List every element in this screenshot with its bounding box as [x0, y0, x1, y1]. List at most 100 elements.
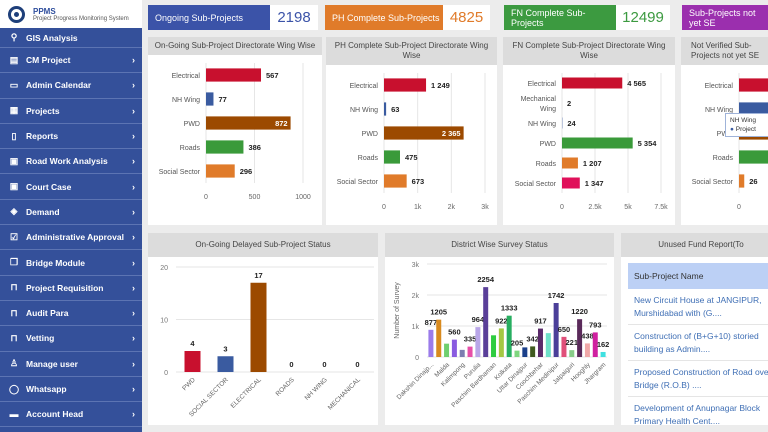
- data-label: 2 365: [442, 129, 461, 138]
- sidebar-item-whatsapp[interactable]: ◯ Whatsapp ›: [0, 377, 142, 403]
- bar: [562, 137, 633, 149]
- sidebar-item-label: Admin Calendar: [26, 80, 92, 91]
- bar: [600, 351, 606, 357]
- fund-row-link[interactable]: Proposed Construction of Road over Bridg…: [628, 361, 768, 397]
- sidebar-item-project-requisition[interactable]: ⊓ Project Requisition ›: [0, 276, 142, 301]
- bookmark-icon: ⊓: [10, 332, 18, 343]
- data-label: 335: [464, 335, 477, 344]
- data-label: 342: [526, 334, 539, 343]
- bar: [537, 328, 543, 357]
- sidebar-item-demand[interactable]: ◈ Demand ›: [0, 200, 142, 226]
- data-label: 560: [448, 328, 461, 337]
- category-label: Electrical: [705, 83, 734, 90]
- stat-card-1[interactable]: PH Complete Sub-Projects 4825: [325, 5, 490, 30]
- bar: [530, 346, 536, 357]
- x-tick-label: NH WING: [304, 376, 329, 401]
- category-label: Social Sector: [692, 179, 734, 186]
- data-label: 1333: [501, 304, 518, 313]
- fund-row-link[interactable]: Development of Anupnagar Block Primary H…: [628, 397, 768, 425]
- x-tick-label: 0: [382, 204, 386, 211]
- sidebar-item-manage-user[interactable]: ♙ Manage user ›: [0, 352, 142, 377]
- chart-title: On-Going Delayed Sub-Project Status: [148, 233, 378, 257]
- data-label: 205: [511, 339, 524, 348]
- category-label: PWD: [362, 131, 378, 138]
- bar: [459, 349, 465, 357]
- bar: [217, 356, 234, 372]
- data-label: 877: [425, 318, 438, 327]
- not-verified-wing-chart: Not Verified Sub-Projects not yet SE05El…: [681, 37, 768, 225]
- category-label: Electrical: [350, 83, 379, 90]
- chevron-right-icon: ›: [132, 131, 135, 142]
- bar: [739, 78, 768, 92]
- sidebar-item-projects[interactable]: ▦ Projects ›: [0, 99, 142, 124]
- x-tick-label: 7.5k: [654, 204, 668, 211]
- fund-row-link[interactable]: Construction of (B+G+10) storied buildin…: [628, 325, 768, 361]
- sidebar-item-cm-project[interactable]: ▤ CM Project ›: [0, 48, 142, 74]
- chevron-right-icon: ›: [132, 358, 135, 369]
- sidebar-item-reports[interactable]: ▯ Reports ›: [0, 124, 142, 150]
- tooltip-series: Project: [735, 126, 756, 133]
- bar: [206, 116, 291, 130]
- sidebar-item-road-work-analysis[interactable]: ▣ Road Work Analysis ›: [0, 149, 142, 175]
- data-label: 296: [240, 167, 253, 176]
- app-logo[interactable]: PPMS Project Progress Monitoring System: [0, 0, 142, 28]
- stat-card-2[interactable]: FN Complete Sub-Projects 12499: [504, 5, 670, 30]
- category-label: Roads: [180, 145, 201, 152]
- bar: [553, 302, 559, 357]
- sidebar-item-bridge-module[interactable]: ❐ Bridge Module ›: [0, 250, 142, 276]
- data-label: 0: [289, 360, 293, 369]
- data-label: 2: [567, 99, 571, 108]
- x-tick-label: 500: [249, 194, 261, 201]
- sidebar-item-account-head[interactable]: ▬ Account Head ›: [0, 402, 142, 428]
- stat-card-label: Sub-Projects not yet SE: [682, 5, 768, 30]
- x-tick-label: 5k: [624, 204, 632, 211]
- stat-card-0[interactable]: Ongoing Sub-Projects 2198: [148, 5, 318, 30]
- category-label: NH Wing: [350, 107, 378, 114]
- chevron-right-icon: ›: [132, 181, 135, 192]
- x-tick-label: 1k: [414, 204, 422, 211]
- sidebar-item-label: CM Project: [26, 55, 71, 66]
- category-label: Social Sector: [159, 169, 201, 176]
- sidebar-item-label: Manage user: [26, 358, 78, 369]
- fund-row-link[interactable]: New Circuit House at JANGIPUR, Murshidab…: [628, 289, 768, 325]
- bar: [562, 157, 578, 169]
- stat-card-value: 4825: [443, 5, 490, 30]
- bar: [184, 351, 201, 372]
- bar: [577, 319, 583, 357]
- chevron-right-icon: ›: [132, 257, 135, 268]
- sidebar-item-court-case[interactable]: ▣ Court Case ›: [0, 174, 142, 200]
- data-label: 1 249: [431, 81, 450, 90]
- data-label: 793: [589, 320, 602, 329]
- x-tick-label: 2.5k: [588, 204, 602, 211]
- sidebar-item-vetting[interactable]: ⊓ Vetting ›: [0, 326, 142, 352]
- sidebar-item-admin-calendar[interactable]: ▭ Admin Calendar ›: [0, 73, 142, 99]
- sidebar-item-label: Audit Para: [26, 308, 69, 319]
- ph-complete-wing-chart: PH Complete Sub-Project Directorate Wing…: [326, 37, 497, 225]
- bookmark-icon: ⊓: [10, 282, 18, 293]
- bar: [506, 315, 512, 357]
- data-label: 221: [566, 338, 579, 347]
- bar: [467, 346, 473, 357]
- chart-title: FN Complete Sub-Project Directorate Wing…: [503, 37, 675, 65]
- y-axis-label: Number of Survey: [394, 282, 401, 339]
- sidebar-item-administrative-approval[interactable]: ☑ Administrative Approval ›: [0, 225, 142, 251]
- category-label: PWD: [184, 121, 200, 128]
- data-label: 1 347: [585, 179, 604, 188]
- bar: [384, 150, 400, 164]
- chevron-right-icon: ›: [132, 232, 135, 243]
- sidebar-item-label: Whatsapp: [26, 384, 67, 394]
- data-label: 917: [534, 317, 547, 326]
- chart-title: District Wise Survey Status: [385, 233, 614, 257]
- sidebar-item-audit-para[interactable]: ⊓ Audit Para ›: [0, 301, 142, 327]
- x-tick-label: 0: [204, 194, 208, 201]
- sidebar-item-gis-analysis[interactable]: ⚲ GIS Analysis: [0, 28, 142, 48]
- y-tick-label: 0: [415, 355, 419, 362]
- x-tick-label: ROADS: [275, 376, 297, 398]
- stat-card-3[interactable]: Sub-Projects not yet SE: [682, 5, 768, 30]
- bar: [592, 332, 598, 357]
- sidebar-item-label: Road Work Analysis: [26, 156, 108, 167]
- data-label: 24: [567, 119, 576, 128]
- unused-fund-report: Unused Fund Report(To Sub-Project Name N…: [621, 233, 768, 425]
- x-tick-label: MECHANICAL: [327, 376, 362, 411]
- x-tick-label: 1000: [295, 194, 311, 201]
